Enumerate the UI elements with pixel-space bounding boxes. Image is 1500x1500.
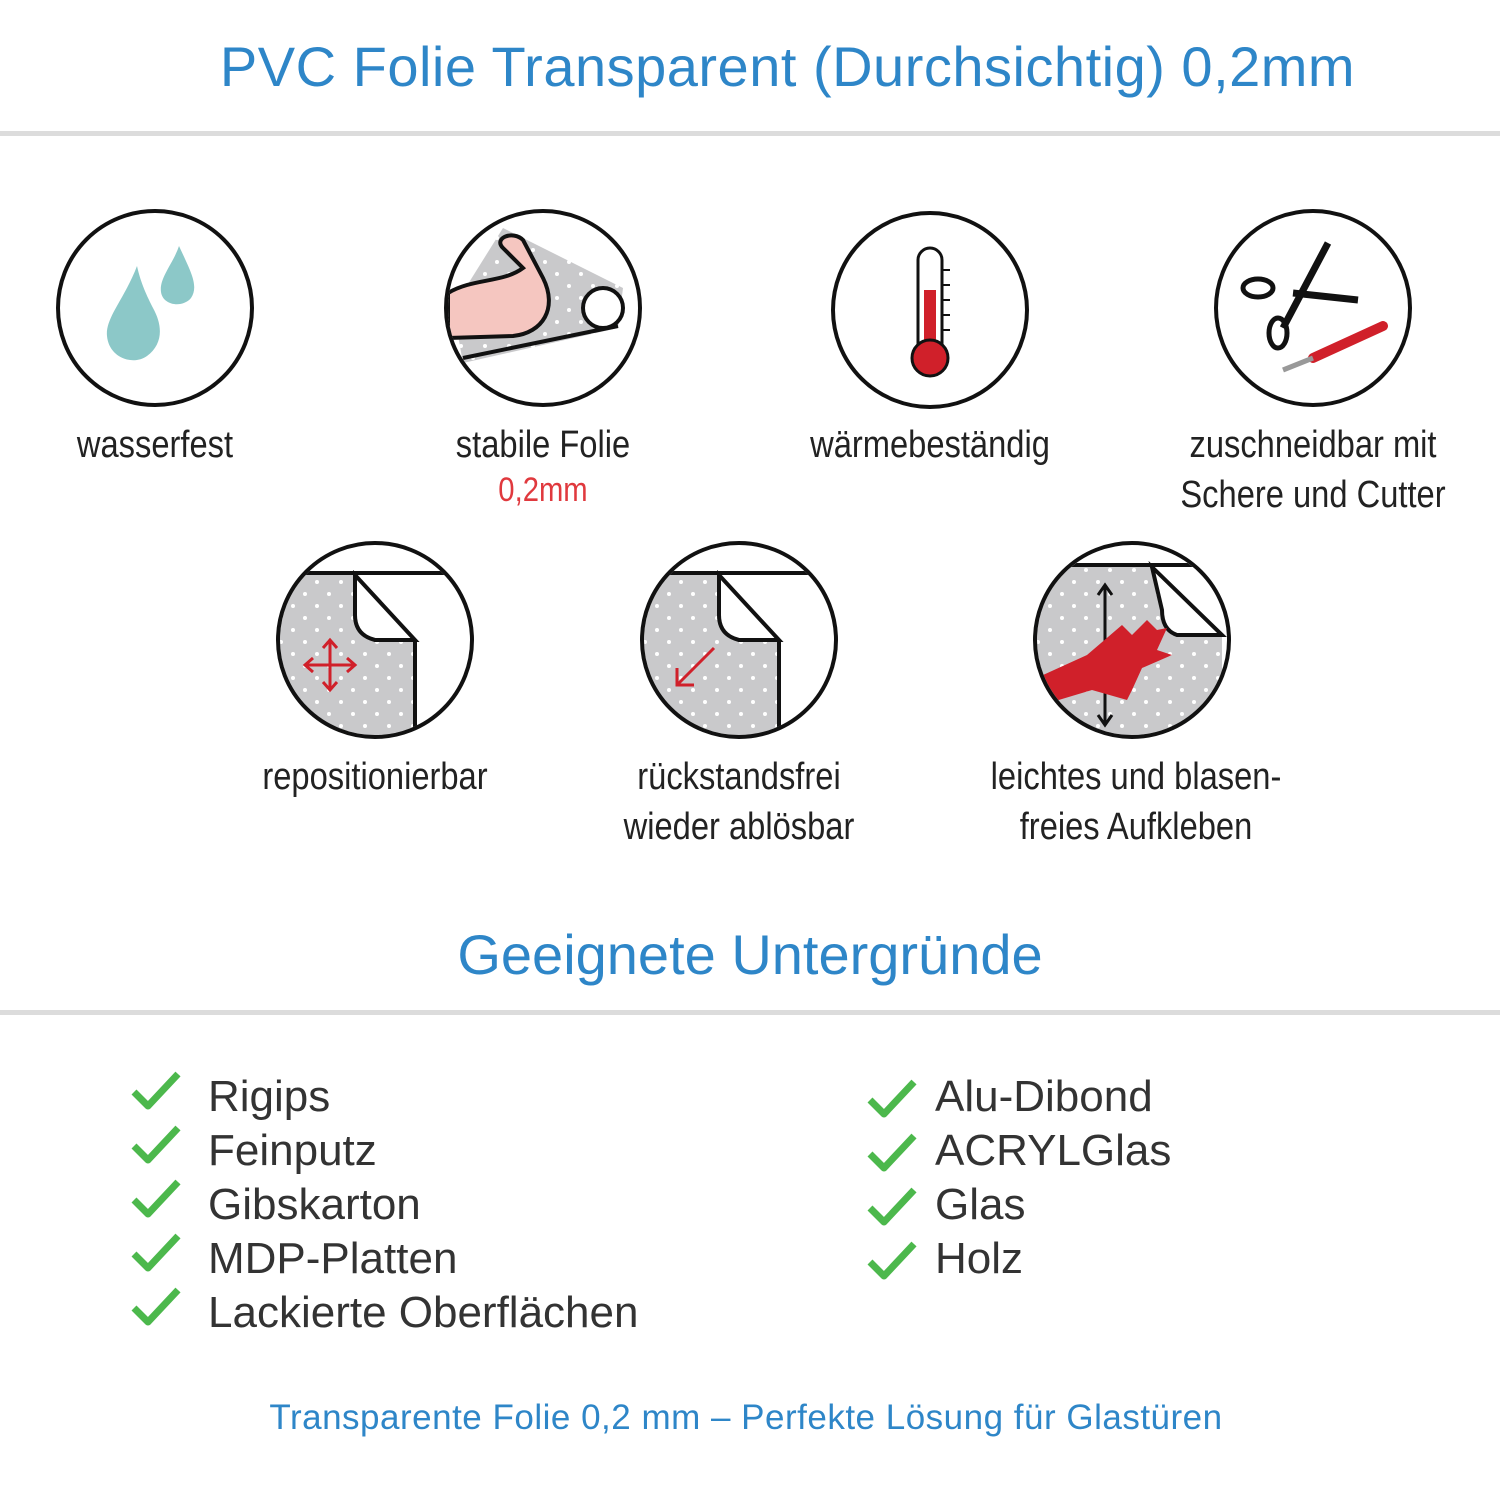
feature-label-text: stabile Folie (455, 424, 631, 466)
surface-list-left: Rigips Feinputz Gibskarton MDP-Platten L… (130, 1070, 638, 1340)
feature-label-waermebestaendig: wärmebeständig (810, 424, 1050, 466)
list-item: Holz (866, 1232, 1171, 1286)
feature-sublabel-thickness: 0,2mm (498, 471, 588, 509)
check-icon (866, 1078, 918, 1118)
feature-label-line1: rückstandsfrei (637, 756, 841, 798)
check-icon (130, 1070, 182, 1110)
list-item-text: Feinputz (208, 1126, 377, 1175)
feature-label-line2: freies Aufkleben (1019, 806, 1253, 848)
list-item: Gibskarton (130, 1178, 638, 1232)
feature-label-line2: wieder ablösbar (623, 806, 855, 848)
list-item-text: Glas (935, 1180, 1026, 1229)
check-icon (866, 1132, 918, 1172)
check-icon (866, 1186, 918, 1226)
surface-list-right: Alu-Dibond ACRYLGlas Glas Holz (866, 1070, 1171, 1286)
feature-label-blasenfrei: leichtes und blasen- freies Aufkleben (981, 752, 1291, 852)
divider (0, 131, 1500, 136)
move-arrows-sheet-icon (276, 541, 474, 739)
feature-label-rueckstandsfrei: rückstandsfrei wieder ablösbar (584, 752, 894, 852)
list-item: Lackierte Oberflächen (130, 1286, 638, 1340)
section-title: Geeignete Untergründe (457, 923, 1043, 986)
feature-label-wasserfest: wasserfest (76, 424, 234, 466)
feature-label-line1: zuschneidbar mit (1189, 424, 1437, 466)
check-icon (130, 1178, 182, 1218)
thermometer-icon (831, 211, 1029, 409)
peel-sheet-icon (640, 541, 838, 739)
water-drops-icon (56, 209, 254, 407)
feature-label-zuschneidbar: zuschneidbar mit Schere und Cutter (1158, 420, 1468, 520)
list-item-text: MDP-Platten (208, 1234, 458, 1283)
list-item: Alu-Dibond (866, 1070, 1171, 1124)
feature-label-repositionierbar: repositionierbar (262, 756, 488, 798)
list-item: Feinputz (130, 1124, 638, 1178)
page-title: PVC Folie Transparent (Durchsichtig) 0,2… (219, 35, 1356, 98)
list-item-text: Lackierte Oberflächen (208, 1288, 639, 1337)
check-icon (866, 1240, 918, 1280)
feature-label-stabile-folie: stabile Folie 0,2mm (388, 420, 698, 510)
divider (0, 1010, 1500, 1015)
check-icon (130, 1286, 182, 1326)
strong-arm-roll-icon (444, 209, 642, 407)
list-item: MDP-Platten (130, 1232, 638, 1286)
feature-label-line2: Schere und Cutter (1180, 474, 1446, 516)
scissors-cutter-icon (1214, 209, 1412, 407)
footer-tagline: Transparente Folie 0,2 mm – Perfekte Lös… (269, 1398, 1223, 1437)
list-item-text: ACRYLGlas (935, 1126, 1172, 1175)
list-item: Glas (866, 1178, 1171, 1232)
list-item-text: Alu-Dibond (935, 1072, 1153, 1121)
list-item-text: Gibskarton (208, 1180, 421, 1229)
list-item-text: Rigips (208, 1072, 331, 1121)
list-item-text: Holz (935, 1234, 1024, 1283)
feature-label-line1: leichtes und blasen- (990, 756, 1282, 798)
list-item: Rigips (130, 1070, 638, 1124)
hand-smooth-sheet-icon (1033, 541, 1231, 739)
list-item: ACRYLGlas (866, 1124, 1171, 1178)
check-icon (130, 1232, 182, 1272)
check-icon (130, 1124, 182, 1164)
